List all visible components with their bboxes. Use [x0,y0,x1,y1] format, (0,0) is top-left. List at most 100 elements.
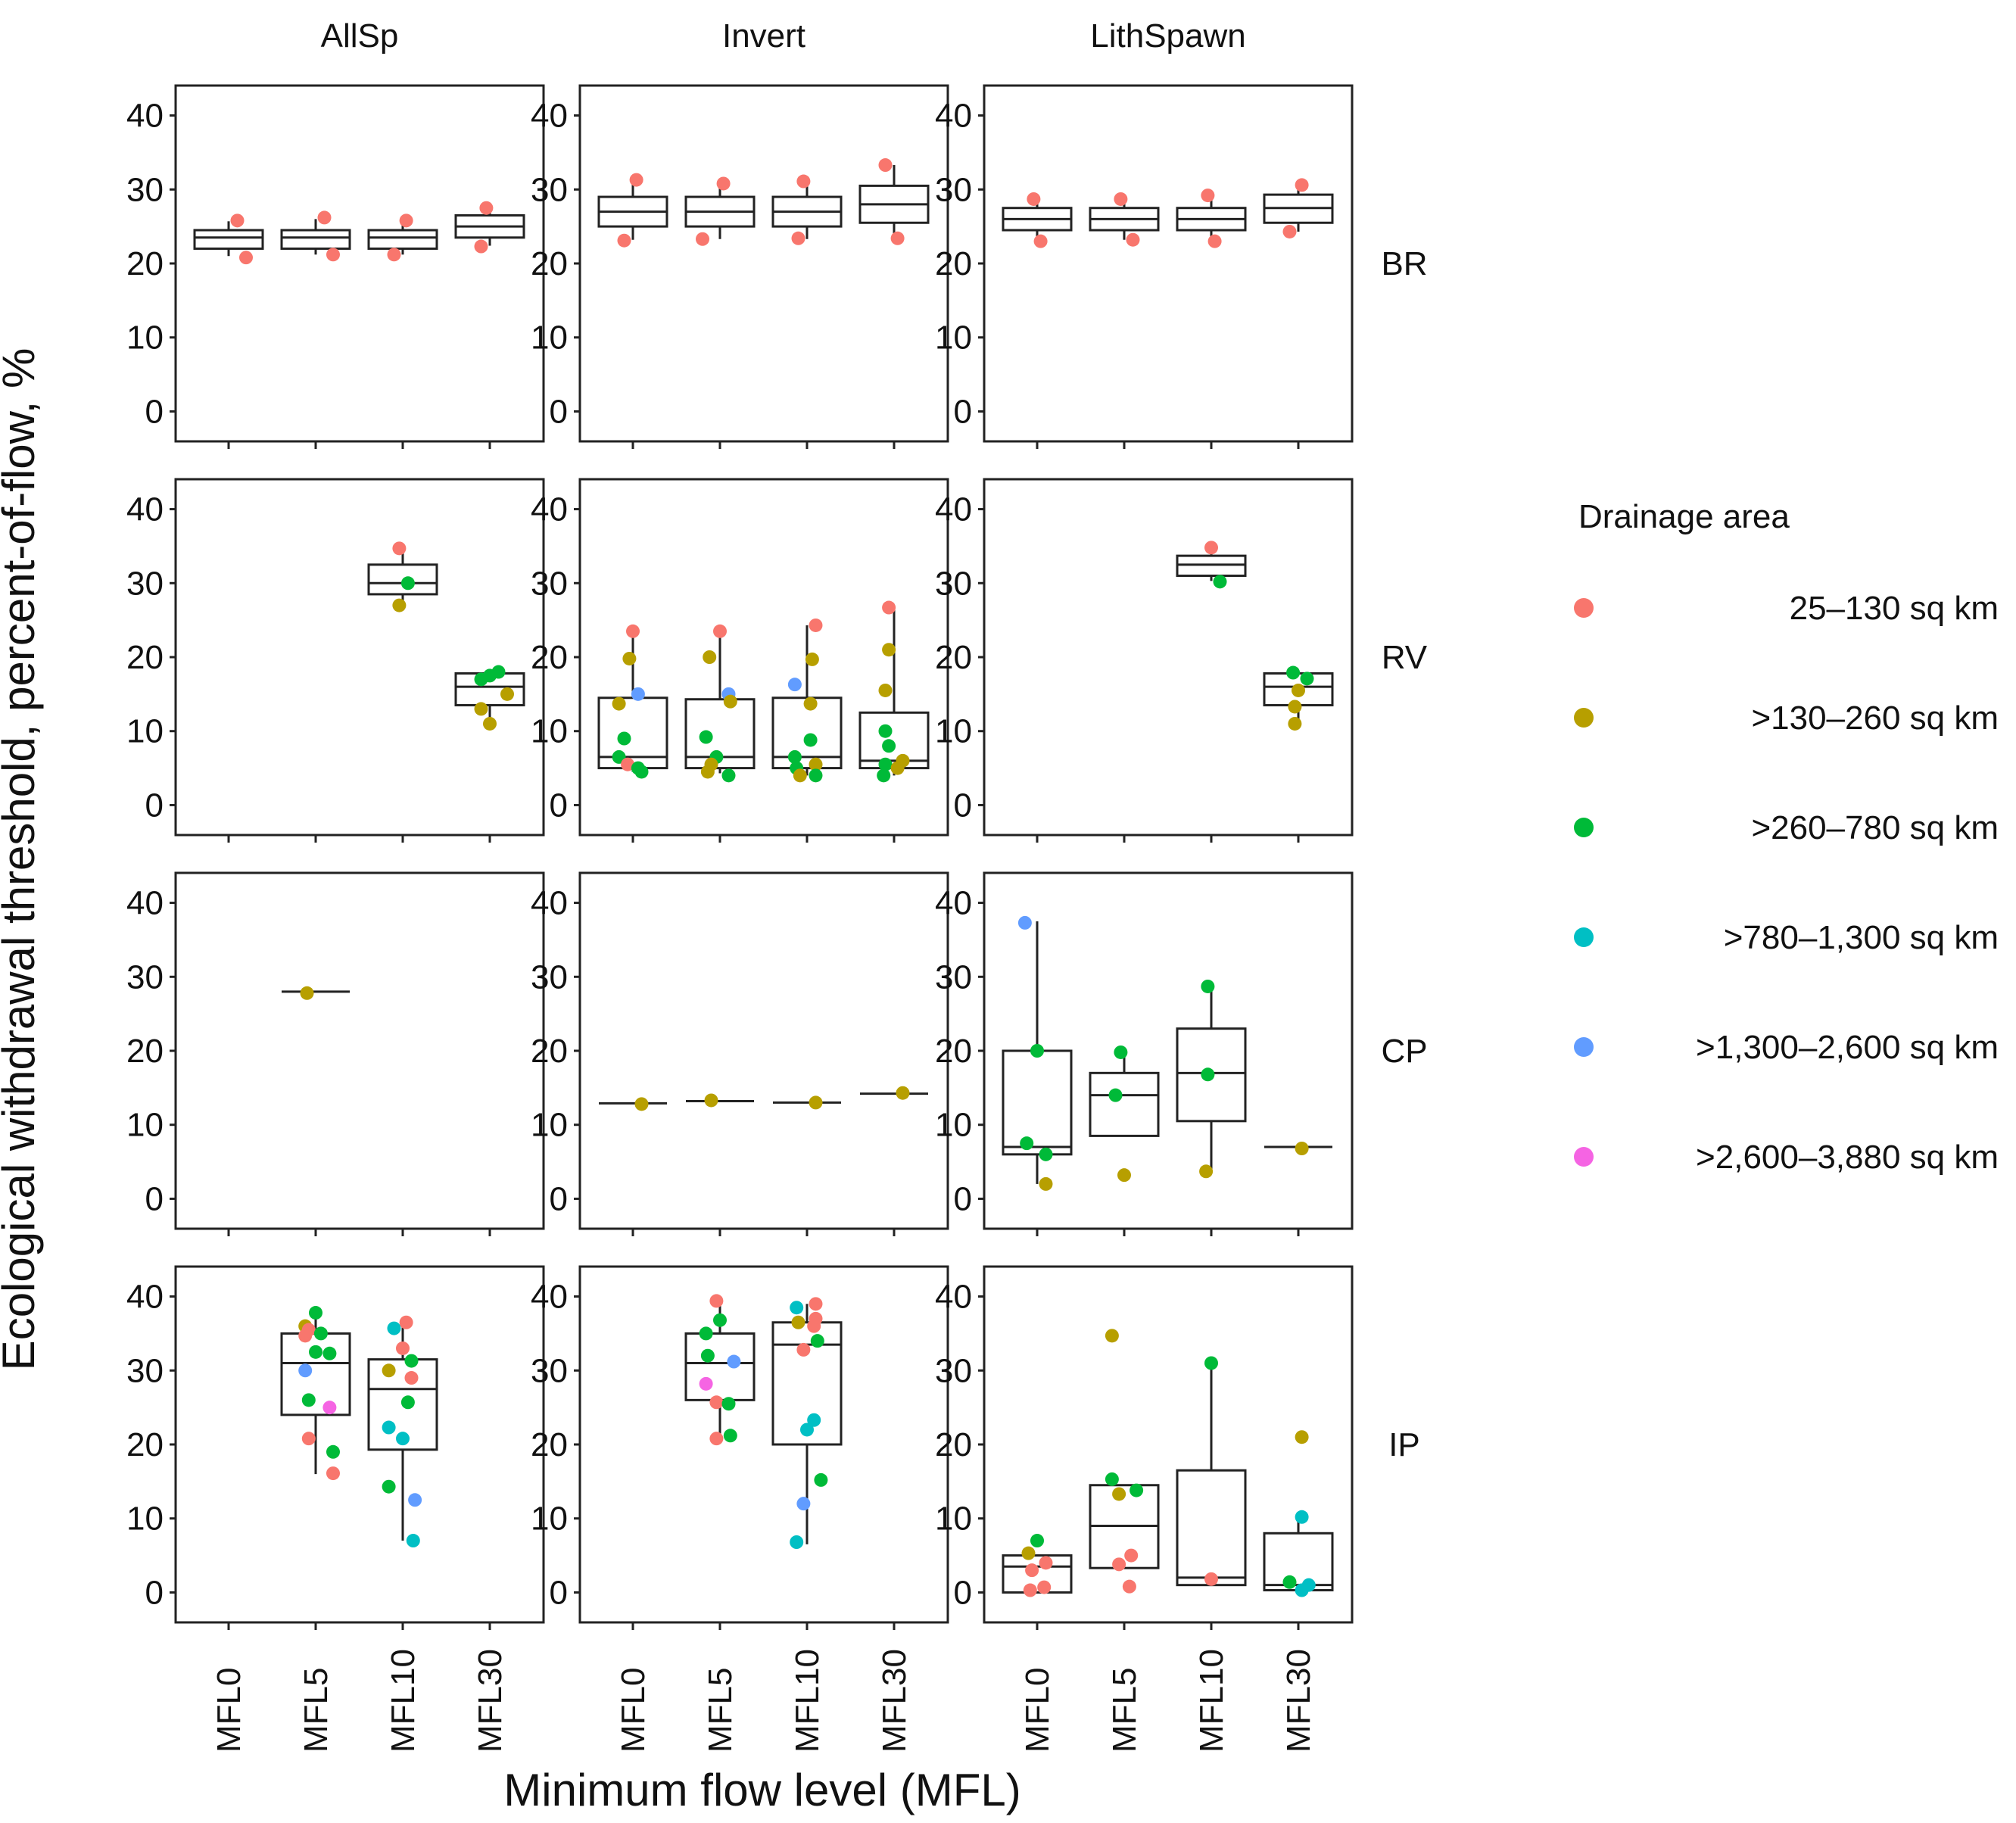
y-tick-label: 10 [531,713,568,750]
data-point [805,652,819,666]
data-point [709,1432,724,1446]
data-point [699,730,713,744]
data-point [787,749,802,764]
x-tick-label: MFL0 [615,1668,652,1753]
box-iqr [1176,1027,1247,1123]
data-point [790,1535,804,1549]
data-point [629,173,643,187]
data-point [1020,1136,1034,1151]
y-tick-label: 30 [531,1352,568,1389]
legend-label: >130–260 sq km [1751,700,1999,737]
x-tick-label: MFL10 [1193,1649,1230,1753]
data-point [1201,979,1215,993]
x-tick-label: MFL10 [385,1649,422,1753]
data-point [1114,1045,1128,1059]
data-point [1122,1579,1136,1594]
data-point [634,765,649,779]
data-point [723,1429,737,1443]
x-tick-label: MFL30 [1280,1649,1317,1753]
y-tick-label: 10 [531,319,568,357]
data-point [803,696,818,711]
y-tick-label: 0 [954,393,972,430]
data-point [882,643,896,657]
data-point [309,1345,322,1359]
data-point [387,248,401,262]
data-point [301,1432,316,1446]
y-tick-label: 30 [935,565,972,602]
y-tick-label: 40 [126,885,164,922]
data-point [382,1420,396,1435]
legend-label: 25–130 sq km [1790,590,1999,627]
data-point [787,678,802,692]
y-tick-label: 40 [531,491,568,528]
y-tick-label: 10 [935,319,972,357]
data-point [791,231,805,245]
y-tick-label: 30 [531,958,568,996]
panel-ip-invert: 0 10 20 30 40 [531,1265,949,1630]
data-point [1295,178,1309,192]
y-tick-label: 40 [935,98,972,135]
data-point [699,1326,713,1341]
box-iqr [1002,1554,1073,1594]
x-tick-label: MFL30 [876,1649,913,1753]
data-point [474,239,488,254]
x-tick-label: MFL0 [1019,1668,1056,1753]
data-point [890,761,905,775]
data-point [890,231,905,245]
data-point [617,233,631,248]
y-axis-title: Ecological withdrawal threshold, percent… [0,348,44,1371]
data-point [298,1329,313,1343]
data-point [483,716,497,731]
panel-rv-lithspawn: 0 10 20 30 40 [935,478,1354,843]
data-point [1288,700,1302,714]
y-tick-label: 20 [126,1033,164,1070]
data-point [721,1397,736,1411]
data-point [796,174,811,189]
data-point [803,733,818,747]
data-point [322,1401,337,1415]
box-iqr [1002,1049,1073,1156]
box-iqr [367,1358,438,1451]
data-point [704,1093,718,1108]
data-point [1021,1546,1036,1560]
data-point [1204,1356,1218,1370]
y-tick-label: 10 [935,713,972,750]
panel-cp-invert: 0 10 20 30 40 [531,871,949,1236]
data-point [326,1466,340,1481]
y-tick-label: 20 [126,245,164,282]
data-point [301,1393,316,1407]
y-tick-label: 10 [935,1500,972,1538]
panel-frame [174,871,545,1230]
y-tick-label: 20 [935,1033,972,1070]
data-point [1033,234,1048,248]
y-tick-label: 10 [126,1107,164,1144]
data-point [1300,672,1314,686]
panel-frame [983,84,1354,443]
data-point [298,1363,313,1378]
data-point [709,1395,724,1410]
y-tick-label: 20 [531,1426,568,1463]
data-point [387,1321,401,1335]
y-tick-label: 40 [531,1279,568,1316]
y-tick-label: 20 [126,639,164,676]
data-point [796,1497,811,1511]
y-tick-label: 0 [550,787,568,824]
panel-br-allsp: 0 10 20 30 40 [126,84,545,449]
y-tick-label: 0 [145,393,164,430]
data-point [809,1095,823,1110]
y-tick-label: 10 [935,1107,972,1144]
data-point [399,213,413,228]
data-point [1286,665,1301,680]
data-point [1039,1176,1053,1191]
data-point [626,624,640,638]
legend-label: >2,600–3,880 sq km [1696,1139,1999,1176]
data-point [1030,1044,1044,1058]
panel-frame [983,478,1354,837]
panel-ip-lithspawn: 0 10 20 30 40 [935,1265,1354,1630]
y-tick-label: 10 [126,713,164,750]
data-point [239,251,253,265]
y-tick-label: 40 [531,98,568,135]
y-tick-label: 10 [531,1500,568,1538]
data-point [1295,1583,1309,1597]
panel-frame [174,478,545,837]
